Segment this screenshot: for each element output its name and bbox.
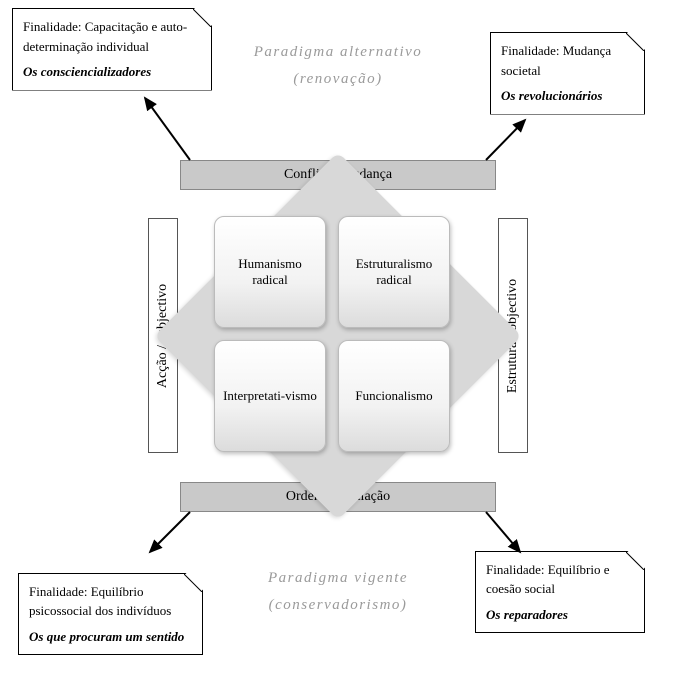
connectors xyxy=(0,0,675,673)
arrow-bottom-right xyxy=(486,512,520,552)
arrow-top-right xyxy=(486,120,525,160)
arrow-top-left xyxy=(145,98,190,160)
arrow-bottom-left xyxy=(150,512,190,552)
